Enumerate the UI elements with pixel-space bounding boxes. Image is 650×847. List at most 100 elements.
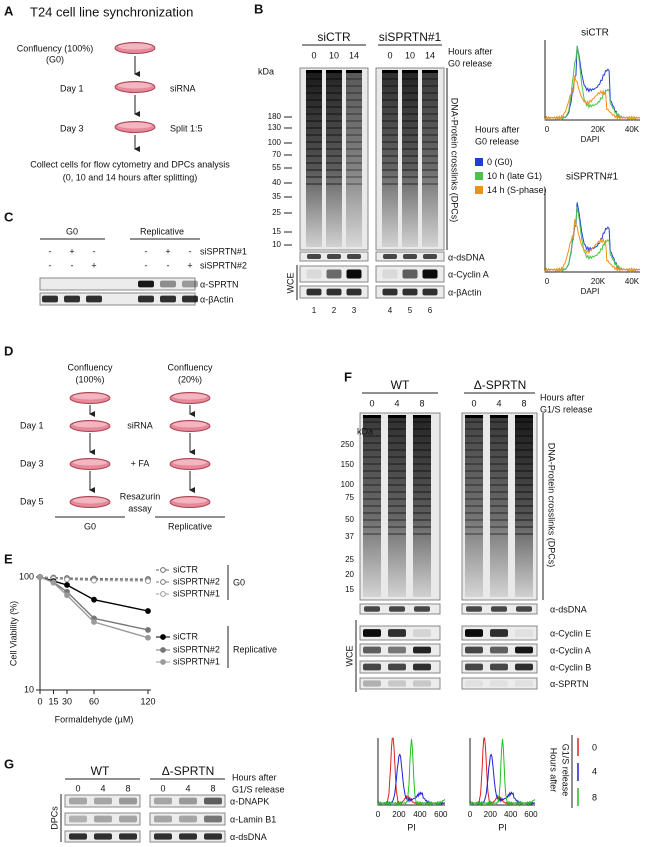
label: 0 — [545, 125, 550, 134]
gel-well — [413, 415, 431, 418]
blot-band — [413, 680, 431, 687]
label: 20K — [591, 277, 606, 286]
gel-bands — [388, 416, 406, 538]
label: - — [145, 246, 148, 256]
dish-rim — [173, 497, 207, 504]
flow-curve — [544, 219, 641, 273]
label: WT — [391, 378, 410, 392]
label: G1/S release — [232, 784, 285, 794]
legend-marker — [160, 659, 166, 665]
blot-band — [204, 797, 222, 805]
label: - — [49, 246, 52, 256]
blot-band — [119, 833, 137, 840]
blot-band — [86, 295, 102, 303]
blot-band — [306, 288, 322, 296]
label: Confluency — [67, 362, 113, 372]
label: 14 — [349, 50, 359, 60]
label: Confluency — [167, 362, 213, 372]
legend-marker — [160, 567, 166, 573]
panel-label: E — [4, 551, 13, 566]
label: siRNA — [127, 420, 153, 430]
legend-label: siSPRTN#2 — [173, 576, 220, 586]
label: - — [145, 260, 148, 270]
label: α-Cyclin A — [448, 269, 489, 279]
label: (0, 10 and 14 hours after splitting) — [63, 172, 198, 182]
dish-rim — [118, 43, 152, 50]
label: 400 — [504, 810, 518, 819]
blot-band — [402, 269, 418, 279]
gel-well — [515, 415, 533, 418]
blot-band — [119, 797, 137, 805]
gel-well — [346, 70, 362, 73]
label: 600 — [434, 810, 448, 819]
label: α-Cyclin A — [550, 645, 591, 655]
label: 14 h (S-phase) — [487, 185, 547, 195]
gel-well — [388, 415, 406, 418]
label: - — [93, 246, 96, 256]
data-point — [64, 576, 70, 583]
blot-band — [160, 295, 176, 303]
dish-rim — [118, 82, 152, 89]
blot-band — [363, 629, 381, 637]
blot-band — [306, 269, 322, 279]
label: α-βActin — [448, 287, 481, 297]
label: 0 (G0) — [487, 157, 513, 167]
label: 0 — [387, 50, 392, 60]
x-tick-label: 120 — [140, 696, 155, 706]
panel-title: T24 cell line synchronization — [30, 4, 193, 19]
data-point — [145, 608, 151, 614]
label: Hours after — [232, 772, 277, 782]
label: (20%) — [178, 374, 202, 384]
panel-label: G — [4, 756, 14, 771]
gel-well — [326, 70, 342, 73]
panel-label: A — [4, 3, 14, 18]
data-point — [37, 574, 43, 580]
gel-bands — [306, 71, 322, 190]
blot-band — [179, 815, 197, 823]
label: Day 5 — [20, 496, 44, 506]
label: siSPRTN#1 — [200, 246, 247, 256]
label: 40 — [272, 178, 281, 187]
label: 400 — [413, 810, 427, 819]
flow-curve — [544, 206, 641, 273]
label: assay — [128, 503, 152, 513]
label: 0 — [160, 783, 165, 793]
label: Confluency (100%) — [17, 43, 94, 53]
gel-bands — [382, 71, 398, 190]
label: WCE — [285, 273, 295, 294]
blot-band — [204, 815, 222, 823]
flow-axis — [544, 40, 640, 121]
blot-band — [422, 288, 438, 296]
blot-band — [490, 629, 508, 637]
label: 4 — [496, 398, 501, 408]
label: α-Cyclin E — [550, 628, 591, 638]
label: DAPI — [581, 135, 600, 144]
label: α-SPRTN — [200, 279, 239, 289]
label: 10 — [272, 240, 281, 249]
label: 100 — [268, 138, 282, 147]
gel-well — [306, 70, 322, 73]
label: 20 — [345, 570, 354, 579]
flow-curve — [469, 738, 536, 807]
blot-band — [413, 629, 431, 637]
gel-bands — [326, 71, 342, 190]
blot-band — [516, 606, 532, 612]
label: + — [165, 246, 170, 256]
label: PI — [407, 822, 416, 832]
label: PI — [498, 822, 507, 832]
legend-label: siSPRTN#2 — [173, 644, 220, 654]
x-tick-label: 15 — [48, 696, 58, 706]
blot — [64, 794, 141, 808]
label: 4 — [100, 783, 105, 793]
label: 35 — [272, 192, 281, 201]
blot-band — [388, 646, 406, 654]
legend-label: siCTR — [173, 631, 198, 641]
blot-band — [382, 288, 398, 296]
blot-band — [327, 253, 341, 260]
data-point — [91, 596, 97, 603]
blot-band — [179, 797, 197, 805]
label: α-Lamin B1 — [230, 814, 276, 824]
blot-band — [182, 280, 198, 288]
gel-bands — [413, 416, 431, 538]
label: 0 — [471, 398, 476, 408]
